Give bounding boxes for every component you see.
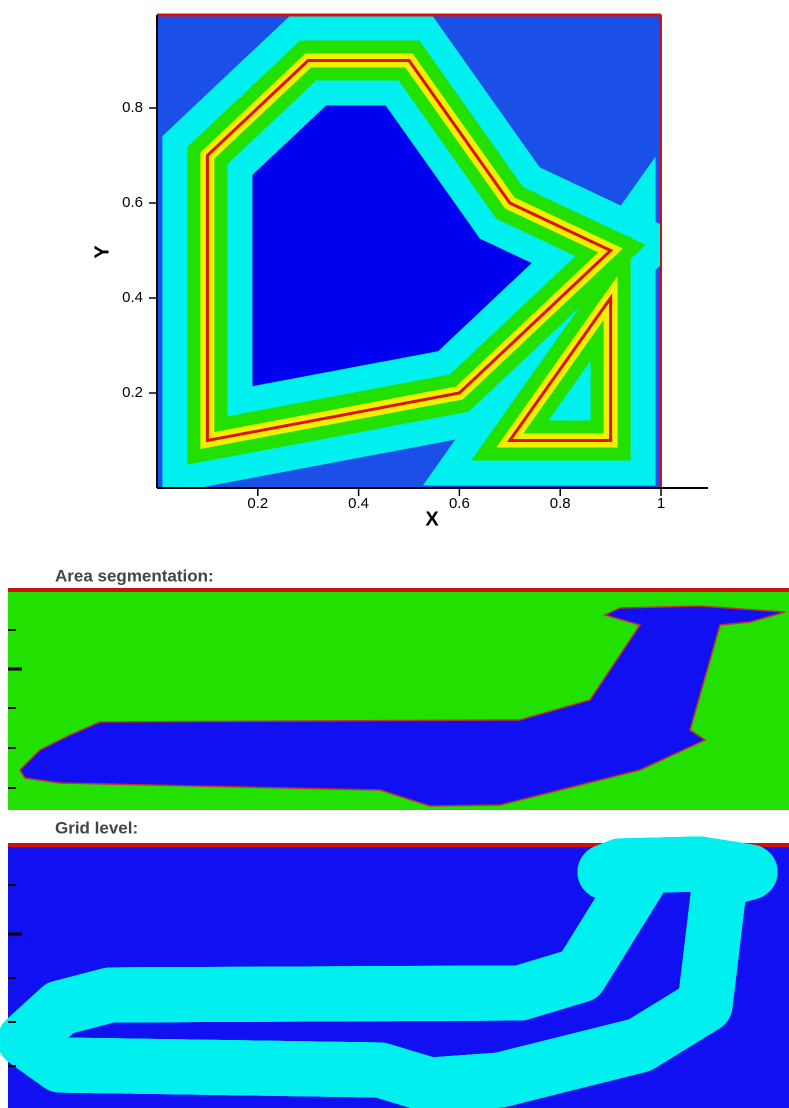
- page: X Y Area segmentation: Grid level: 0.2 0.…: [0, 0, 789, 1108]
- x-tick-label: 0.8: [550, 495, 571, 512]
- x-tick-label: 1: [657, 495, 665, 512]
- x-tick-label: 0.6: [449, 495, 470, 512]
- plot-area: [157, 15, 661, 488]
- x-tick-label: 0.4: [348, 495, 369, 512]
- y-tick-label: 0.4: [122, 289, 143, 306]
- x-tick-label: 0.2: [247, 495, 268, 512]
- figure: X Y Area segmentation: Grid level: 0.2 0.…: [0, 0, 789, 1108]
- y-tick-label: 0.8: [122, 99, 143, 116]
- y-tick-label: 0.2: [122, 384, 143, 401]
- y-axis-label: Y: [91, 245, 113, 259]
- x-axis-label: X: [425, 508, 439, 530]
- panel-title: Grid level:: [55, 818, 138, 837]
- panel-title: Area segmentation:: [55, 566, 214, 585]
- y-tick-label: 0.6: [122, 194, 143, 211]
